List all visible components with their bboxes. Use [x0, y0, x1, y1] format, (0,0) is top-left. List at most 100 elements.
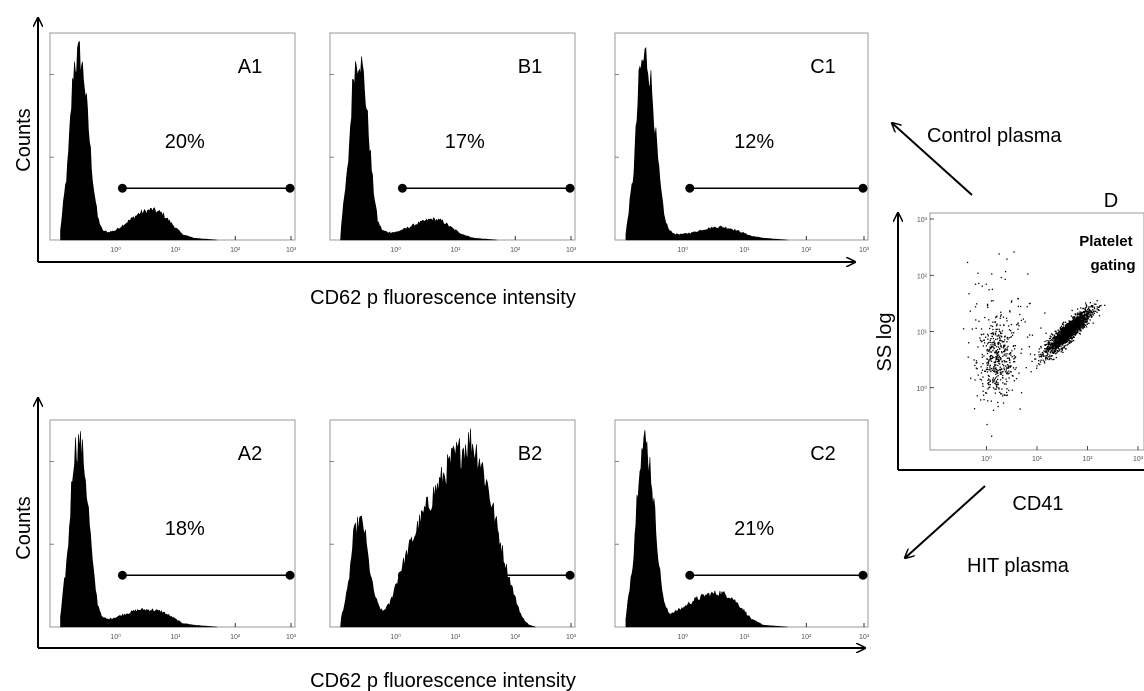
- gate-percent: 20%: [165, 131, 205, 153]
- scatter-x-tick-label: 10³: [1133, 456, 1144, 463]
- scatter-point: [989, 367, 991, 369]
- scatter-point: [997, 354, 1000, 356]
- scatter-point: [1067, 336, 1069, 338]
- scatter-point: [1051, 348, 1053, 350]
- scatter-point: [1020, 305, 1022, 308]
- gate-end-dot: [285, 570, 295, 580]
- platelet-gating-line-1: Platelet: [1079, 233, 1132, 250]
- scatter-point: [994, 382, 996, 385]
- scatter-point: [1047, 352, 1049, 354]
- scatter-point: [1067, 343, 1069, 345]
- scatter-point: [1076, 319, 1078, 321]
- scatter-point: [1036, 367, 1038, 369]
- scatter-point: [997, 383, 999, 386]
- scatter-point: [975, 360, 978, 362]
- scatter-point: [987, 335, 989, 337]
- scatter-point: [1047, 350, 1049, 353]
- scatter-point: [1000, 335, 1002, 337]
- scatter-point: [998, 335, 1000, 337]
- scatter-point: [1009, 362, 1011, 364]
- scatter-point: [1052, 338, 1054, 340]
- scatter-point: [1000, 332, 1002, 335]
- scatter-point: [987, 341, 990, 344]
- scatter-point: [988, 319, 990, 321]
- scatter-point: [1038, 348, 1040, 350]
- scatter-point: [991, 355, 993, 357]
- scatter-point: [1085, 326, 1088, 328]
- scatter-point: [994, 321, 996, 324]
- histogram-area: [340, 428, 536, 628]
- scatter-y-tick-label: 10¹: [917, 330, 928, 337]
- scatter-point: [1051, 355, 1053, 357]
- scatter-point: [1089, 302, 1091, 304]
- scatter-point: [1011, 300, 1013, 302]
- scatter-point: [1090, 316, 1093, 318]
- x-tick-label: 10¹: [450, 247, 461, 254]
- scatter-point: [1076, 326, 1079, 328]
- scatter-point: [1078, 323, 1080, 325]
- platelet-gating-line-2: gating: [1091, 257, 1136, 274]
- scatter-point: [1006, 388, 1008, 390]
- scatter-point: [989, 347, 992, 349]
- scatter-point: [1067, 339, 1069, 341]
- scatter-point: [1062, 338, 1064, 341]
- scatter-point: [1000, 315, 1002, 317]
- scatter-point: [1068, 325, 1070, 327]
- scatter-point: [995, 382, 997, 384]
- scatter-point: [1065, 348, 1067, 350]
- scatter-point: [1067, 327, 1070, 329]
- scatter-point: [1001, 361, 1003, 363]
- scatter-point: [1059, 328, 1062, 330]
- scatter-point: [1004, 353, 1006, 355]
- scatter-point: [1069, 340, 1071, 343]
- scatter-point: [990, 400, 992, 402]
- scatter-point: [1046, 347, 1048, 349]
- scatter-point: [1058, 341, 1060, 343]
- scatter-point: [1053, 337, 1055, 339]
- scatter-point: [1061, 342, 1063, 344]
- histogram-c1: 10⁰ 10¹ 10² 10³ C1 12%: [614, 32, 870, 254]
- scatter-point: [1068, 342, 1071, 344]
- scatter-point: [997, 372, 999, 375]
- scatter-point: [998, 360, 1000, 363]
- x-tick-label: 10¹: [170, 634, 181, 641]
- scatter-point: [1003, 324, 1005, 326]
- histogram-area: [60, 431, 218, 628]
- scatter-point: [996, 372, 998, 374]
- scatter-point: [997, 356, 999, 359]
- scatter-point: [1069, 322, 1071, 324]
- scatter-point: [1001, 351, 1003, 353]
- gate-percent: 79%: [445, 518, 485, 540]
- scatter-point: [1084, 324, 1086, 326]
- scatter-point: [1070, 325, 1072, 328]
- scatter-point: [1022, 318, 1024, 320]
- scatter-point: [996, 355, 998, 357]
- scatter-point: [995, 369, 997, 371]
- scatter-point: [1083, 321, 1085, 323]
- scatter-point: [1087, 313, 1090, 315]
- scatter-point: [1087, 306, 1090, 308]
- scatter-point: [1000, 314, 1002, 316]
- histogram-area: [60, 40, 218, 241]
- scatter-point: [988, 375, 990, 377]
- scatter-point: [998, 359, 1000, 361]
- scatter-point: [1087, 312, 1090, 314]
- scatter-point: [995, 352, 997, 354]
- scatter-point: [1020, 352, 1022, 354]
- scatter-point: [1084, 318, 1086, 320]
- scatter-point: [1067, 332, 1069, 334]
- scatter-point: [1076, 329, 1078, 331]
- scatter-point: [1064, 338, 1066, 340]
- scatter-point: [1092, 310, 1094, 312]
- scatter-point: [985, 283, 987, 285]
- scatter-point: [1009, 366, 1011, 368]
- scatter-point: [1082, 325, 1085, 327]
- scatter-point: [1056, 340, 1058, 343]
- scatter-point: [1050, 347, 1053, 349]
- x-tick-label: 10¹: [739, 247, 750, 254]
- scatter-point: [1012, 375, 1014, 377]
- scatter-point: [1085, 320, 1088, 322]
- scatter-point: [1068, 321, 1070, 323]
- scatter-point: [1004, 271, 1007, 273]
- scatter-point: [1010, 371, 1012, 373]
